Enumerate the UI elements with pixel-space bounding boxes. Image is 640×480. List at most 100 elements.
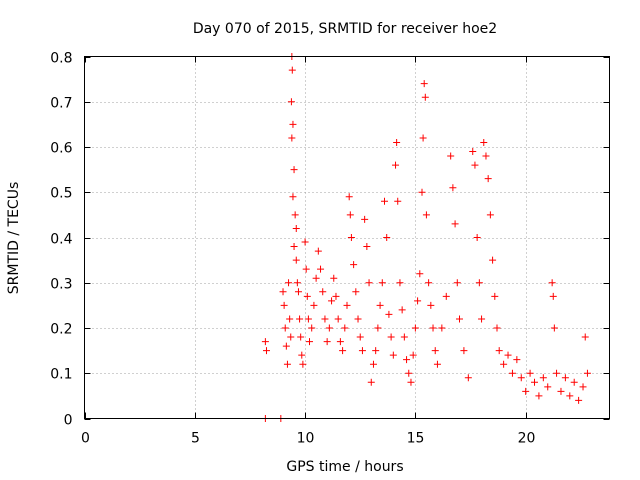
data-point [429,324,437,332]
y-tick-label: 0.8 [50,51,72,67]
data-point [581,333,589,341]
data-point [363,243,371,251]
data-point [416,270,424,278]
data-point [456,315,463,323]
data-point [292,256,300,264]
data-point [535,392,543,400]
data-point [294,288,302,296]
data-point [291,211,299,219]
data-point [282,342,290,350]
data-point [304,315,312,323]
data-point [352,288,360,296]
data-point [482,152,490,160]
data-point [553,369,561,377]
data-point [419,134,427,142]
data-point [550,324,558,332]
data-point [261,338,269,346]
data-point [396,279,404,287]
data-point [549,292,557,300]
data-point [367,378,375,386]
data-point [431,347,439,355]
data-point [414,297,422,305]
data-point [420,80,428,88]
x-tick-label: 0 [81,431,90,447]
data-point [361,215,369,223]
data-point [365,279,373,287]
data-points [261,53,591,422]
data-point [297,333,305,341]
data-point [303,292,311,300]
data-point [323,338,331,346]
data-point [475,279,483,287]
data-point [346,211,354,219]
data-point [389,351,397,359]
data-point [354,315,362,323]
data-point [290,243,298,251]
data-point [422,211,430,219]
data-point [566,392,574,400]
data-point [298,351,306,359]
data-point [427,301,435,309]
data-point [411,324,419,332]
data-point [279,288,287,296]
y-tick-label: 0.7 [50,96,72,112]
data-point [288,134,296,142]
data-point [328,297,336,305]
data-point [561,374,569,382]
data-point [557,387,565,395]
data-point [378,279,386,287]
data-point [317,265,325,273]
data-point [289,120,297,128]
data-point [447,152,455,160]
y-tick-label: 0 [64,413,73,429]
data-point [330,274,338,282]
y-tick-label: 0.4 [50,232,72,248]
data-point [403,356,411,364]
data-point [285,279,293,287]
data-point [374,324,382,332]
data-point [289,193,297,201]
data-point [325,324,333,332]
data-point [280,301,288,309]
data-point [306,338,313,346]
y-tick-label: 0.6 [50,141,72,157]
data-point [544,383,552,391]
data-point [405,369,413,377]
data-point [486,211,494,219]
data-point [369,360,377,368]
data-point [453,279,461,287]
data-point [398,306,406,314]
data-point [336,338,344,346]
data-point [287,98,295,106]
data-point [522,387,530,395]
data-point [301,238,309,246]
axis-ticks [84,56,610,420]
data-point [286,315,294,323]
data-point [332,292,340,300]
data-point [376,301,384,309]
data-point [433,360,441,368]
data-point [484,175,492,183]
data-point [308,324,316,332]
data-point [517,374,525,382]
data-point [471,161,479,169]
data-point [350,261,358,269]
data-point [451,220,459,228]
data-point [296,315,304,323]
data-point [321,315,329,323]
grid-lines [84,56,610,419]
data-point [548,279,556,287]
y-tick-label: 0.5 [50,186,72,202]
tick-labels: 0 0.1 0.2 0.3 0.4 0.5 0.6 0.7 0.8 0 5 10 15 20 [50,51,535,447]
data-point [339,347,347,355]
data-point [358,347,366,355]
data-point [287,333,295,341]
data-point [392,161,400,169]
data-point [383,234,391,241]
data-point [489,256,497,264]
data-point [495,347,503,355]
data-point [372,347,380,355]
data-point [579,383,587,391]
data-point [292,224,300,232]
data-point [425,279,433,287]
